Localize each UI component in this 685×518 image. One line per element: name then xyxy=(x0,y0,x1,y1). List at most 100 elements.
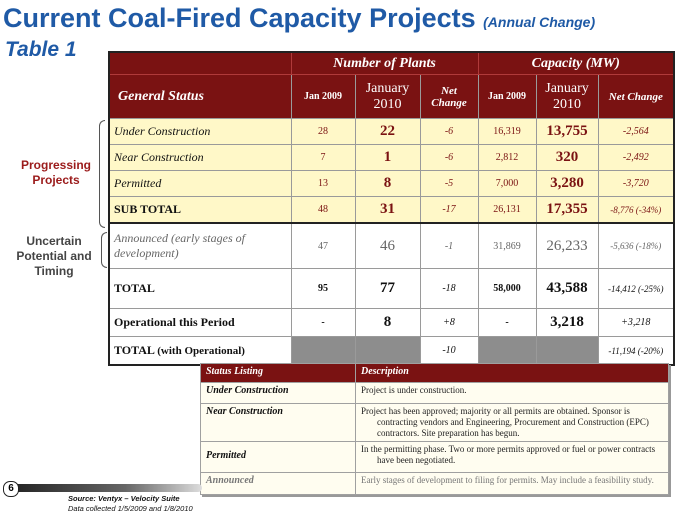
col-header-capacity-jan2010: January 2010 xyxy=(535,74,599,119)
capacity-jan2009: 58,000 xyxy=(477,268,537,309)
general-status-header: General Status xyxy=(108,74,292,119)
legend-row: Under Construction Project is under cons… xyxy=(200,382,669,404)
capacity-net-change: -2,564 xyxy=(597,118,675,145)
source-note: Source: Ventyx – Velocity Suite Data col… xyxy=(68,494,193,514)
plants-jan2010: 46 xyxy=(354,222,421,269)
row-label-total: TOTAL xyxy=(108,268,292,309)
capacity-jan2010: 3,218 xyxy=(535,308,599,337)
total-row: TOTAL 95 77 -18 58,000 43,588 -14,412 (-… xyxy=(108,268,675,309)
group-header-capacity: Capacity (MW) xyxy=(477,51,675,75)
row-label-operational: Operational this Period xyxy=(108,308,292,337)
capacity-jan2010: 13,755 xyxy=(535,118,599,145)
legend-status: Permitted xyxy=(200,441,356,473)
capacity-net-change: +3,218 xyxy=(597,308,675,337)
legend-header-status: Status Listing xyxy=(200,363,356,383)
shaded-cell xyxy=(535,336,599,366)
progressing-projects-label: Progressing Projects xyxy=(20,158,92,187)
capacity-jan2009: - xyxy=(477,308,537,337)
capacity-jan2009: 2,812 xyxy=(477,144,537,171)
capacity-table: Number of Plants Capacity (MW) General S… xyxy=(108,51,676,366)
total-label: TOTAL xyxy=(114,343,155,357)
legend-description: In the permitting phase. Two or more per… xyxy=(355,441,669,473)
shaded-cell xyxy=(290,336,356,366)
capacity-jan2010: 3,280 xyxy=(535,170,599,197)
capacity-jan2010: 320 xyxy=(535,144,599,171)
legend-row: Near Construction Project has been appro… xyxy=(200,403,669,442)
title-main: Current Coal-Fired Capacity Projects xyxy=(3,3,476,33)
uncertain-label: Uncertain Potential and Timing xyxy=(16,234,92,278)
legend-row: Announced Early stages of development to… xyxy=(200,472,669,495)
capacity-jan2010: 26,233 xyxy=(535,222,599,269)
legend-description: Project has been approved; majority or a… xyxy=(355,403,669,442)
table-row: Near Construction 7 1 -6 2,812 320 -2,49… xyxy=(108,144,675,171)
capacity-jan2009: 26,131 xyxy=(477,196,537,224)
legend-row: Permitted In the permitting phase. Two o… xyxy=(200,441,669,473)
uncertain-brace xyxy=(101,232,107,268)
row-label-total-with-operational: TOTAL (with Operational) xyxy=(108,336,292,366)
title-note: (Annual Change) xyxy=(483,14,596,30)
capacity-net-change: -11,194 (-20%) xyxy=(597,336,675,366)
plants-jan2010: 31 xyxy=(354,196,421,224)
plants-net-change: -10 xyxy=(419,336,479,366)
legend-description: Project is under construction. xyxy=(355,382,669,404)
table-row: Under Construction 28 22 -6 16,319 13,75… xyxy=(108,118,675,145)
plants-jan2009: 13 xyxy=(290,170,356,197)
status-legend-table: Status Listing Description Under Constru… xyxy=(200,363,669,495)
page-title: Current Coal-Fired Capacity Projects (An… xyxy=(3,3,595,37)
table-label: Table 1 xyxy=(5,38,77,61)
source-line: Source: Ventyx – Velocity Suite xyxy=(68,494,180,503)
plants-jan2009: 7 xyxy=(290,144,356,171)
legend-status: Near Construction xyxy=(200,403,356,442)
capacity-jan2009: 7,000 xyxy=(477,170,537,197)
plants-jan2010: 1 xyxy=(354,144,421,171)
plants-net-change: -1 xyxy=(419,222,479,269)
capacity-jan2010: 43,588 xyxy=(535,268,599,309)
row-label-subtotal: SUB TOTAL xyxy=(108,196,292,224)
capacity-net-change: -14,412 (-25%) xyxy=(597,268,675,309)
plants-net-change: +8 xyxy=(419,308,479,337)
plants-jan2009: 28 xyxy=(290,118,356,145)
capacity-jan2009: 31,869 xyxy=(477,222,537,269)
col-header-plants-jan2010: January 2010 xyxy=(354,74,421,119)
capacity-net-change: -8,776 (-34%) xyxy=(597,196,675,224)
plants-net-change: -6 xyxy=(419,144,479,171)
footer-bar xyxy=(10,484,202,492)
plants-jan2009: 48 xyxy=(290,196,356,224)
group-header-plants: Number of Plants xyxy=(290,51,479,75)
row-label-under-construction: Under Construction xyxy=(108,118,292,145)
shaded-cell xyxy=(477,336,537,366)
page-number: 6 xyxy=(3,481,19,497)
plants-net-change: -18 xyxy=(419,268,479,309)
plants-jan2010: 22 xyxy=(354,118,421,145)
capacity-net-change: -5,636 (-18%) xyxy=(597,222,675,269)
legend-description: Early stages of development to filing fo… xyxy=(355,472,669,495)
plants-jan2009: 47 xyxy=(290,222,356,269)
capacity-net-change: -3,720 xyxy=(597,170,675,197)
row-label-permitted: Permitted xyxy=(108,170,292,197)
plants-net-change: -17 xyxy=(419,196,479,224)
legend-header-description: Description xyxy=(355,363,669,383)
plants-jan2010: 8 xyxy=(354,170,421,197)
plants-jan2009: - xyxy=(290,308,356,337)
row-label-near-construction: Near Construction xyxy=(108,144,292,171)
table-row: Permitted 13 8 -5 7,000 3,280 -3,720 xyxy=(108,170,675,197)
capacity-net-change: -2,492 xyxy=(597,144,675,171)
plants-jan2010: 77 xyxy=(354,268,421,309)
row-label-announced: Announced (early stages of development) xyxy=(108,222,292,269)
operational-row: Operational this Period - 8 +8 - 3,218 +… xyxy=(108,308,675,337)
col-header-capacity-net-change: Net Change xyxy=(597,74,675,119)
shaded-cell xyxy=(354,336,421,366)
col-header-plants-jan2009: Jan 2009 xyxy=(290,74,356,119)
capacity-jan2009: 16,319 xyxy=(477,118,537,145)
plants-jan2009: 95 xyxy=(290,268,356,309)
capacity-jan2010: 17,355 xyxy=(535,196,599,224)
col-header-capacity-jan2009: Jan 2009 xyxy=(477,74,537,119)
progressing-brace xyxy=(99,120,105,228)
header-blank-cell xyxy=(108,51,292,75)
subtotal-row: SUB TOTAL 48 31 -17 26,131 17,355 -8,776… xyxy=(108,196,675,224)
table-row: Announced (early stages of development) … xyxy=(108,222,675,269)
plants-jan2010: 8 xyxy=(354,308,421,337)
plants-net-change: -5 xyxy=(419,170,479,197)
data-collected-line: Data collected 1/5/2009 and 1/8/2010 xyxy=(68,504,193,513)
col-header-plants-net-change: Net Change xyxy=(419,74,479,119)
